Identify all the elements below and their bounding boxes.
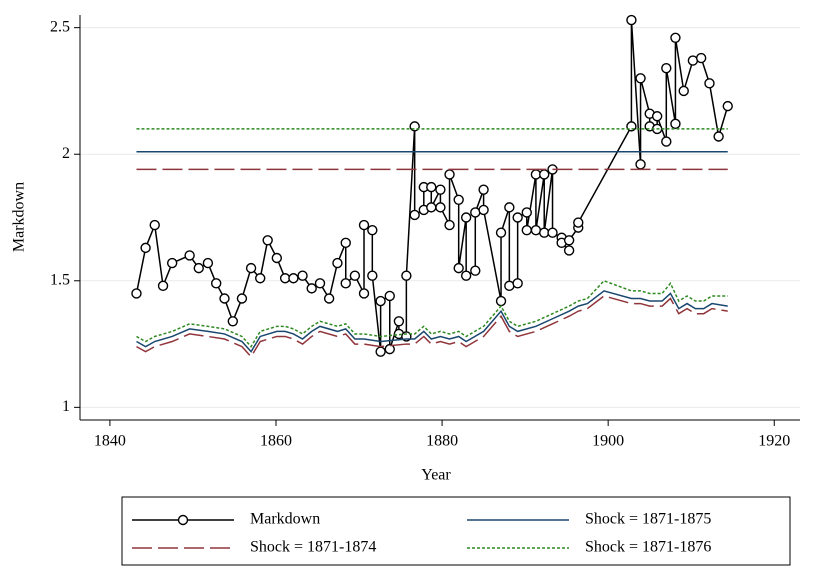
marker [306,283,317,294]
marker [271,252,283,264]
marker [236,293,248,304]
legend-box [121,496,791,566]
marker [349,270,361,281]
marker [393,316,405,327]
series-line [135,20,729,352]
legend-label: Markdown [250,511,320,528]
marker [219,293,230,304]
marker [678,85,689,97]
marker [521,224,532,236]
x-tick-label: 1920 [758,433,790,450]
x-tick-label: 1860 [260,433,292,450]
x-axis-label: Year [421,467,451,484]
marker [367,224,378,236]
marker [384,290,395,302]
y-tick-label: 1.5 [50,271,70,288]
marker [521,207,532,218]
y-axis-label: Markdown [11,182,28,252]
marker [453,194,464,205]
marker [670,32,681,43]
marker [635,73,646,84]
marker [332,257,343,269]
marker [460,270,472,281]
marker [401,270,412,281]
marker [495,227,507,238]
marker [384,343,395,355]
marker [149,219,160,231]
marker [547,227,558,238]
marker [460,212,472,223]
marker [504,202,515,213]
marker [426,202,437,213]
series-line [136,279,728,348]
marker [435,202,446,213]
marker [340,278,351,289]
marker [563,245,575,256]
marker [695,52,707,64]
marker [478,204,489,216]
marker [340,237,351,249]
marker [157,280,169,292]
marker [210,278,222,289]
marker [323,293,335,304]
x-tick-label: 1840 [94,433,126,450]
marker [444,169,455,180]
marker [470,265,481,276]
marker [202,257,214,269]
legend-label: Shock = 1871-1874 [250,539,376,556]
marker [131,288,142,299]
marker [722,100,733,112]
marker [184,250,195,261]
marker [435,184,446,195]
marker [297,270,308,281]
series-line [136,295,728,358]
x-tick-label: 1880 [426,433,458,450]
marker [495,295,507,307]
marker [314,278,326,289]
x-tick-label: 1900 [592,433,624,450]
marker [426,181,437,193]
marker [573,217,584,228]
marker [262,235,273,246]
marker [512,278,523,289]
marker [661,62,672,74]
marker [166,257,178,269]
series-line [136,290,728,353]
marker [140,242,151,254]
marker [227,316,239,327]
marker [713,131,724,142]
legend-label: Shock = 1871-1876 [585,539,711,556]
marker [626,14,637,26]
marker [444,219,455,231]
marker [704,78,715,89]
marker [358,288,370,299]
legend-label: Shock = 1871-1875 [585,511,711,528]
marker [288,273,299,284]
marker [661,136,672,147]
marker [635,159,646,170]
marker [453,262,464,274]
marker [563,235,575,246]
marker [409,209,420,221]
y-tick-label: 1 [62,398,70,415]
marker [512,212,523,223]
y-tick-label: 2 [62,145,70,162]
marker [478,184,489,195]
marker [651,111,663,122]
marker [193,262,204,274]
marker [670,118,681,130]
marker [245,262,257,274]
marker [367,270,378,281]
y-tick-label: 2.5 [50,18,70,35]
marker [539,169,550,180]
marker [358,219,370,231]
marker [375,295,386,307]
legend-marker [177,514,189,526]
marker [255,273,266,284]
marker [375,346,386,357]
